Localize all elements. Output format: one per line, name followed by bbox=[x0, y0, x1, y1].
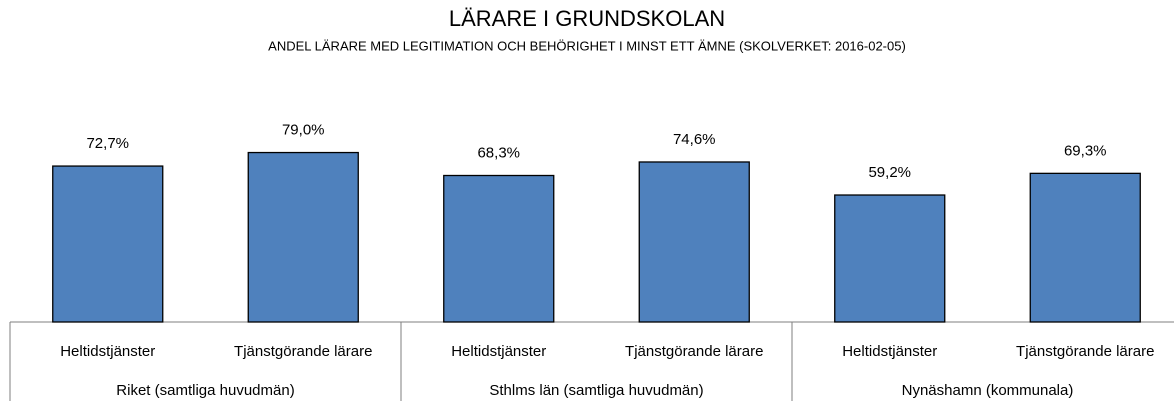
group-label: Sthlms län (samtliga huvudmän) bbox=[489, 382, 703, 399]
data-label: 74,6% bbox=[673, 131, 716, 148]
x-tick-label: Tjänstgörande lärare bbox=[625, 343, 763, 360]
bar bbox=[1029, 172, 1141, 323]
chart-subtitle: ANDEL LÄRARE MED LEGITIMATION OCH BEHÖRI… bbox=[268, 38, 906, 53]
data-label: 59,2% bbox=[868, 164, 911, 181]
group-label: Riket (samtliga huvudmän) bbox=[116, 382, 294, 399]
bar bbox=[443, 174, 555, 323]
x-tick-label: Tjänstgörande lärare bbox=[234, 343, 372, 360]
data-label: 69,3% bbox=[1064, 142, 1107, 159]
data-label: 72,7% bbox=[86, 135, 129, 152]
x-tick-label: Heltidstjänster bbox=[842, 343, 937, 360]
bar bbox=[52, 165, 164, 323]
data-label: 79,0% bbox=[282, 122, 325, 139]
x-tick-label: Tjänstgörande lärare bbox=[1016, 343, 1154, 360]
bar bbox=[638, 161, 750, 323]
x-tick-label: Heltidstjänster bbox=[60, 343, 155, 360]
bar bbox=[247, 151, 359, 323]
bar bbox=[834, 194, 946, 323]
group-label: Nynäshamn (kommunala) bbox=[902, 382, 1074, 399]
x-tick-label: Heltidstjänster bbox=[451, 343, 546, 360]
chart-title: LÄRARE I GRUNDSKOLAN bbox=[449, 6, 725, 31]
data-label: 68,3% bbox=[477, 144, 520, 161]
